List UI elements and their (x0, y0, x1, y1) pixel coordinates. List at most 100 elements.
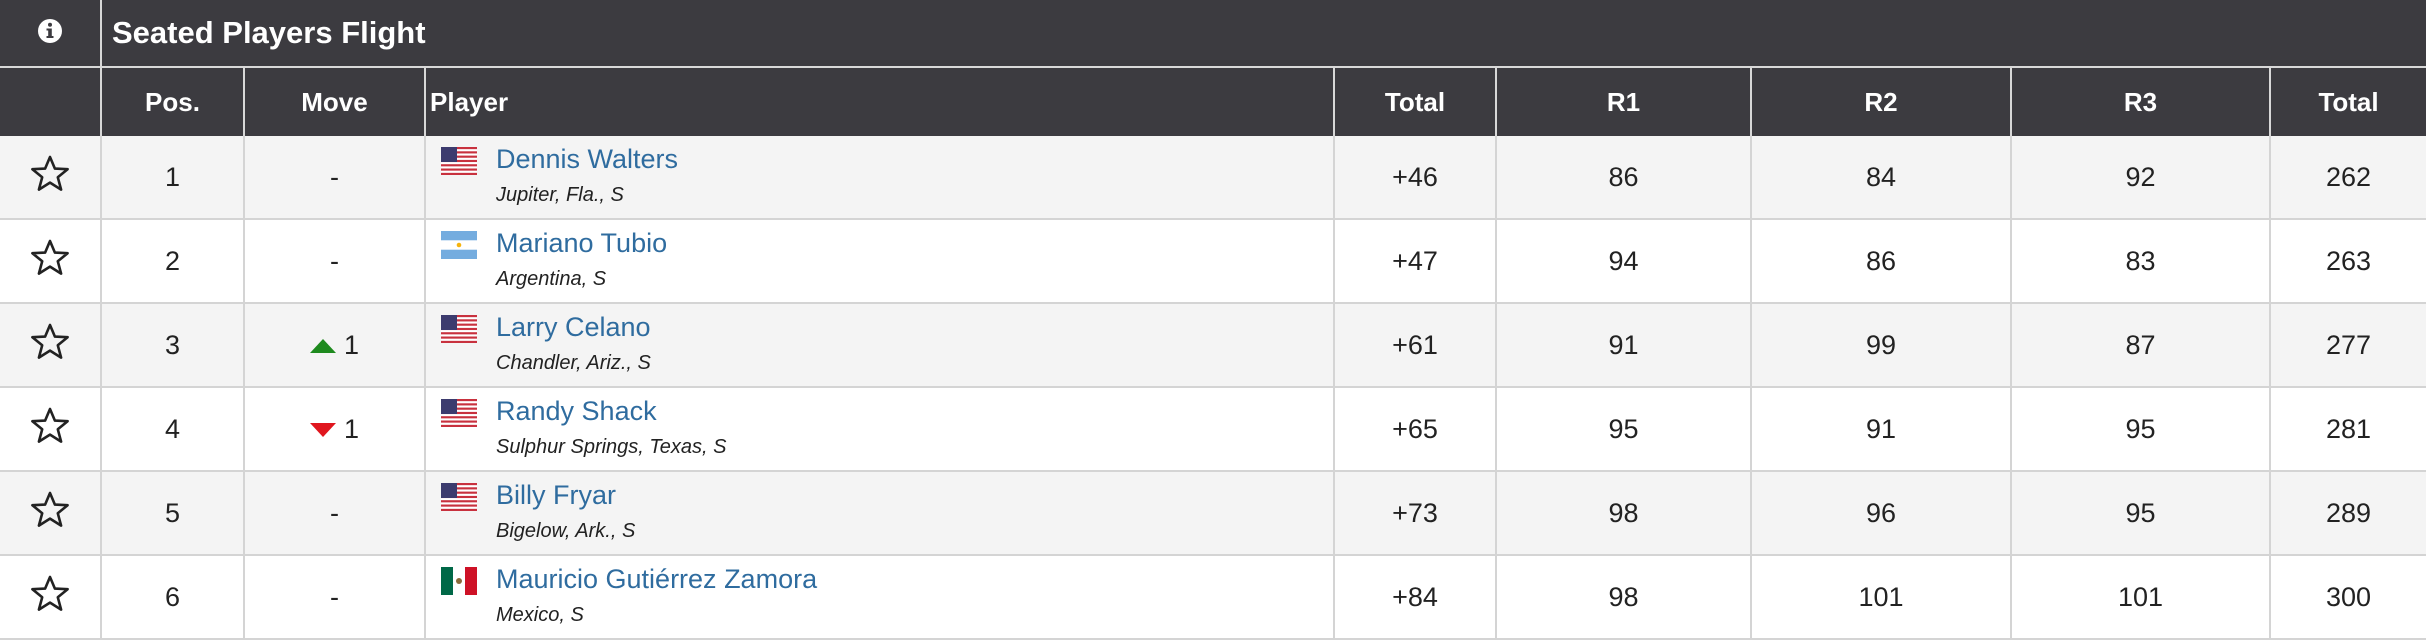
move-down-arrow (309, 423, 336, 438)
favorite-cell (0, 303, 101, 388)
flag (441, 483, 477, 511)
to-par: +73 (1333, 471, 1496, 556)
move-cell: 1 (243, 387, 425, 472)
round-2: 91 (1750, 387, 2011, 472)
flag (441, 399, 477, 427)
move: - (330, 581, 339, 612)
player-location: Sulphur Springs, Texas, S (496, 436, 727, 458)
round-2: 99 (1750, 303, 2011, 388)
player-row: 5 - Billy Fryar Bigelow, Ark., S +73 98 96 95 28… (0, 471, 2426, 556)
total: 262 (2268, 136, 2426, 220)
header-cell: Total (2268, 66, 2426, 136)
move: - (330, 245, 339, 276)
round-1: 86 (1495, 136, 1751, 220)
player-location: Bigelow, Ark., S (496, 520, 636, 542)
player-cell: Mauricio Gutiérrez Zamora Mexico, S (424, 555, 1334, 640)
round-3: 87 (2010, 303, 2270, 388)
player-location: Argentina, S (496, 268, 607, 290)
round-1: 94 (1495, 219, 1751, 304)
round-1: 91 (1495, 303, 1751, 388)
player-name[interactable]: Mariano Tubio (496, 228, 668, 258)
player-name[interactable]: Billy Fryar (496, 480, 616, 510)
player-cell: Larry Celano Chandler, Ariz., S (424, 303, 1334, 388)
header-cell: R2 (1750, 66, 2011, 136)
round-3: 92 (2010, 136, 2270, 220)
total: 277 (2268, 303, 2426, 388)
position: 2 (100, 219, 244, 304)
round-3: 83 (2010, 219, 2270, 304)
header-cell: Pos. (100, 66, 244, 136)
header-row: Pos. Move Player Total R1 R2 R3 Total (0, 66, 2426, 136)
move-cell: - (243, 555, 425, 640)
position: 1 (100, 136, 244, 220)
total: 300 (2268, 555, 2426, 640)
header-cell: Total (1333, 66, 1496, 136)
favorite-star[interactable] (30, 406, 70, 446)
header-cell: Move (243, 66, 425, 136)
to-par: +65 (1333, 387, 1496, 472)
player-name[interactable]: Mauricio Gutiérrez Zamora (496, 564, 818, 594)
player-name[interactable]: Dennis Walters (496, 144, 679, 174)
player-cell: Mariano Tubio Argentina, S (424, 219, 1334, 304)
move: - (330, 497, 339, 528)
player-location: Mexico, S (496, 604, 584, 626)
player-row: 1 - Dennis Walters Jupiter, Fla., S +46 86 84 9… (0, 136, 2426, 220)
move: - (330, 161, 339, 192)
player-cell: Randy Shack Sulphur Springs, Texas, S (424, 387, 1334, 472)
move: 1 (343, 413, 360, 444)
favorite-star[interactable] (30, 154, 70, 194)
player-row: 4 1 Randy Shack Sulphur Springs, Texas, S +6… (0, 387, 2426, 472)
move-up-arrow (309, 339, 336, 354)
to-par: +61 (1333, 303, 1496, 388)
flag (441, 231, 477, 259)
player-name[interactable]: Randy Shack (496, 396, 657, 426)
round-1: 98 (1495, 555, 1751, 640)
round-2: 86 (1750, 219, 2011, 304)
favorite-star[interactable] (30, 238, 70, 278)
round-3: 95 (2010, 387, 2270, 472)
flag (441, 147, 477, 175)
flag (441, 567, 477, 595)
move: 1 (343, 329, 360, 360)
to-par: +47 (1333, 219, 1496, 304)
favorite-star[interactable] (30, 574, 70, 614)
favorite-cell (0, 471, 101, 556)
player-location: Chandler, Ariz., S (496, 352, 651, 374)
favorite-cell (0, 387, 101, 472)
title: Seated Players Flight (99, 0, 2426, 67)
flag (441, 315, 477, 343)
favorite-cell (0, 555, 101, 640)
player-cell: Billy Fryar Bigelow, Ark., S (424, 471, 1334, 556)
favorite-cell (0, 219, 101, 304)
position: 6 (100, 555, 244, 640)
round-1: 98 (1495, 471, 1751, 556)
title-bar: Seated Players Flight (0, 0, 2426, 67)
move-cell: - (243, 136, 425, 220)
header-cell: R3 (2010, 66, 2270, 136)
round-1: 95 (1495, 387, 1751, 472)
player-row: 2 - Mariano Tubio Argentina, S +47 94 86 83 263 (0, 219, 2426, 304)
favorite-star[interactable] (30, 490, 70, 530)
total: 263 (2268, 219, 2426, 304)
player-cell: Dennis Walters Jupiter, Fla., S (424, 136, 1334, 220)
round-3: 95 (2010, 471, 2270, 556)
favorite-cell (0, 136, 101, 220)
favorite-star[interactable] (30, 322, 70, 362)
total: 289 (2268, 471, 2426, 556)
player-name[interactable]: Larry Celano (496, 312, 651, 342)
header-cell (0, 66, 101, 136)
player-row: 3 1 Larry Celano Chandler, Ariz., S +61 91 99 8… (0, 303, 2426, 388)
position: 3 (100, 303, 244, 388)
player-row: 6 - Mauricio Gutiérrez Zamora Mexico, S +84 9… (0, 555, 2426, 640)
round-3: 101 (2010, 555, 2270, 640)
info-icon[interactable] (37, 18, 63, 44)
header-cell: Player (424, 66, 1334, 136)
to-par: +84 (1333, 555, 1496, 640)
player-location: Jupiter, Fla., S (496, 184, 624, 206)
move-cell: 1 (243, 303, 425, 388)
table-body: 1- Dennis Walters Jupiter, Fla., S +46 86 84 9… (0, 136, 2426, 640)
total: 281 (2268, 387, 2426, 472)
to-par: +46 (1333, 136, 1496, 220)
